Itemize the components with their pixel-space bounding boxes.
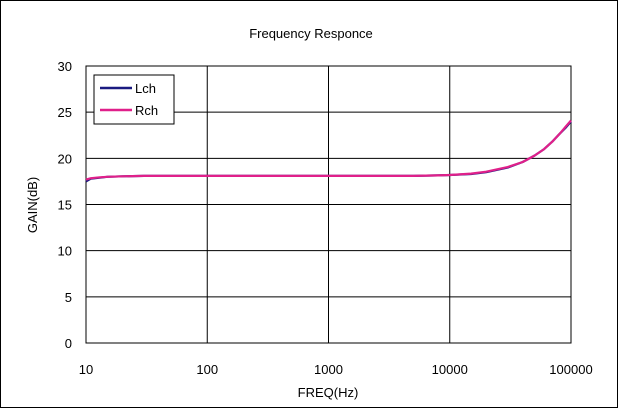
- legend-box: [93, 74, 175, 125]
- chart-title: Frequency Responce: [249, 26, 373, 41]
- y-tick-label: 25: [58, 105, 72, 120]
- y-tick-labels: 0 5 10 15 20 25 30: [58, 59, 72, 351]
- legend: Lch Rch: [93, 74, 175, 125]
- y-axis-label: GAIN(dB): [25, 177, 40, 233]
- x-axis-label: FREQ(Hz): [298, 385, 359, 400]
- series-line-rch: [85, 119, 572, 181]
- y-tick-label: 20: [58, 151, 72, 166]
- x-tick-label: 10: [79, 362, 93, 377]
- data-series: [85, 119, 572, 183]
- legend-label-rch: Rch: [135, 103, 158, 118]
- legend-label-lch: Lch: [135, 81, 156, 96]
- x-tick-label: 100: [196, 362, 218, 377]
- y-tick-label: 10: [58, 244, 72, 259]
- x-tick-label: 10000: [432, 362, 468, 377]
- y-tick-label: 0: [65, 336, 72, 351]
- x-tick-labels: 10 100 1000 10000 100000: [79, 362, 593, 377]
- y-tick-label: 30: [58, 59, 72, 74]
- x-tick-label: 1000: [314, 362, 343, 377]
- y-tick-label: 5: [65, 290, 72, 305]
- y-tick-label: 15: [58, 198, 72, 213]
- x-tick-label: 100000: [549, 362, 592, 377]
